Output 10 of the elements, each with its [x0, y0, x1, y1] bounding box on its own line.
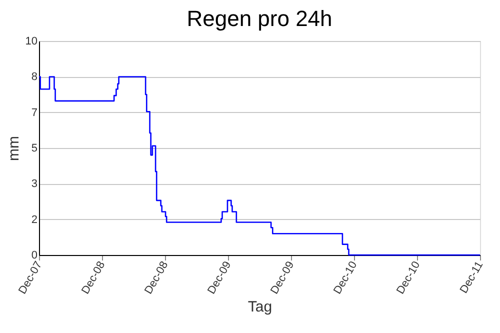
- y-tick-label: 2: [31, 214, 38, 226]
- y-tick-label: 8: [31, 71, 38, 84]
- x-axis-title: Tag: [248, 298, 272, 316]
- y-tick-label: 3: [31, 178, 38, 190]
- y-tick-label: 5: [31, 142, 38, 154]
- y-tick-label: 10: [25, 36, 38, 48]
- y-tick-label: 0: [31, 250, 38, 262]
- y-axis-title: mm: [5, 136, 22, 161]
- chart-title: Regen pro 24h: [186, 6, 332, 31]
- y-tick-label: 7: [31, 106, 38, 119]
